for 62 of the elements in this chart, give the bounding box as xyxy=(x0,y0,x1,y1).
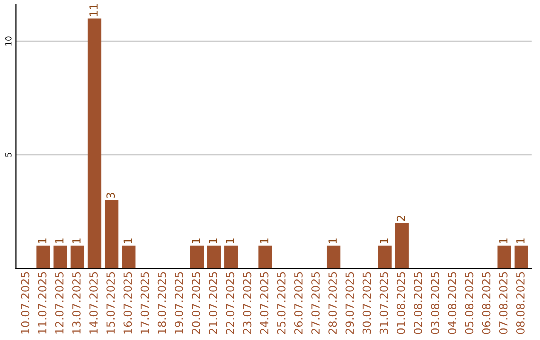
bar xyxy=(36,246,50,269)
data-label: 11 xyxy=(90,4,98,16)
bar xyxy=(122,246,136,269)
y-tick-label: 10 xyxy=(6,36,12,46)
bar xyxy=(378,246,392,269)
data-label: 1 xyxy=(500,238,508,244)
bar xyxy=(190,246,204,269)
y-tick-label: 5 xyxy=(6,153,12,158)
data-label: 1 xyxy=(380,238,388,244)
x-tick-label: 22.07.2025 xyxy=(226,272,235,334)
data-label: 1 xyxy=(260,238,269,244)
data-label: 1 xyxy=(328,238,337,244)
x-tick-label: 07.08.2025 xyxy=(499,272,508,334)
bar xyxy=(88,18,102,269)
data-label: 1 xyxy=(56,238,64,244)
x-tick-label: 25.07.2025 xyxy=(277,272,286,334)
x-tick-label: 06.08.2025 xyxy=(482,272,491,334)
bar xyxy=(498,246,512,269)
x-tick-label: 19.07.2025 xyxy=(174,272,184,334)
bar xyxy=(54,246,68,269)
x-tick-label: 10.07.2025 xyxy=(21,272,30,334)
data-label: 1 xyxy=(72,238,81,244)
x-tick-label: 29.07.2025 xyxy=(346,272,354,334)
x-tick-label: 02.08.2025 xyxy=(414,272,422,334)
data-label: 1 xyxy=(124,238,132,244)
data-label: 1 xyxy=(516,238,525,244)
data-label: 3 xyxy=(106,193,116,198)
data-label: 2 xyxy=(396,216,406,222)
x-tick-label: 11.07.2025 xyxy=(38,272,47,334)
x-tick-label: 21.07.2025 xyxy=(209,272,218,334)
x-tick-label: 16.07.2025 xyxy=(124,272,132,334)
bar xyxy=(258,246,272,269)
x-tick-label: 05.08.2025 xyxy=(465,272,474,334)
x-tick-label: 30.07.2025 xyxy=(362,272,372,334)
x-tick-label: 20.07.2025 xyxy=(192,272,200,334)
x-tick-label: 24.07.2025 xyxy=(260,272,269,334)
data-label: 1 xyxy=(226,238,234,244)
bar xyxy=(104,200,119,269)
data-label: 1 xyxy=(192,238,200,244)
x-tick-label: 12.07.2025 xyxy=(55,272,64,334)
x-tick-label: 23.07.2025 xyxy=(243,272,252,334)
bar xyxy=(514,246,528,269)
bar xyxy=(70,246,85,269)
x-tick-label: 03.08.2025 xyxy=(431,272,440,334)
x-tick-label: 04.08.2025 xyxy=(448,272,457,334)
x-tick-label: 27.07.2025 xyxy=(312,272,320,334)
x-tick-label: 01.08.2025 xyxy=(396,272,406,334)
bar xyxy=(224,246,238,269)
data-label: 1 xyxy=(38,238,47,244)
x-tick-label: 15.07.2025 xyxy=(106,272,116,334)
x-tick-label: 14.07.2025 xyxy=(90,272,98,334)
x-tick-label: 18.07.2025 xyxy=(158,272,166,334)
bar xyxy=(326,246,341,269)
x-tick-label: 28.07.2025 xyxy=(328,272,338,334)
x-tick-label: 26.07.2025 xyxy=(294,272,303,334)
x-tick-label: 17.07.2025 xyxy=(140,272,150,334)
x-tick-label: 13.07.2025 xyxy=(72,272,81,334)
x-tick-label: 08.08.2025 xyxy=(516,272,525,334)
data-label: 1 xyxy=(209,238,218,244)
bar xyxy=(207,246,222,269)
bar xyxy=(395,223,409,269)
x-tick-label: 31.07.2025 xyxy=(380,272,388,334)
